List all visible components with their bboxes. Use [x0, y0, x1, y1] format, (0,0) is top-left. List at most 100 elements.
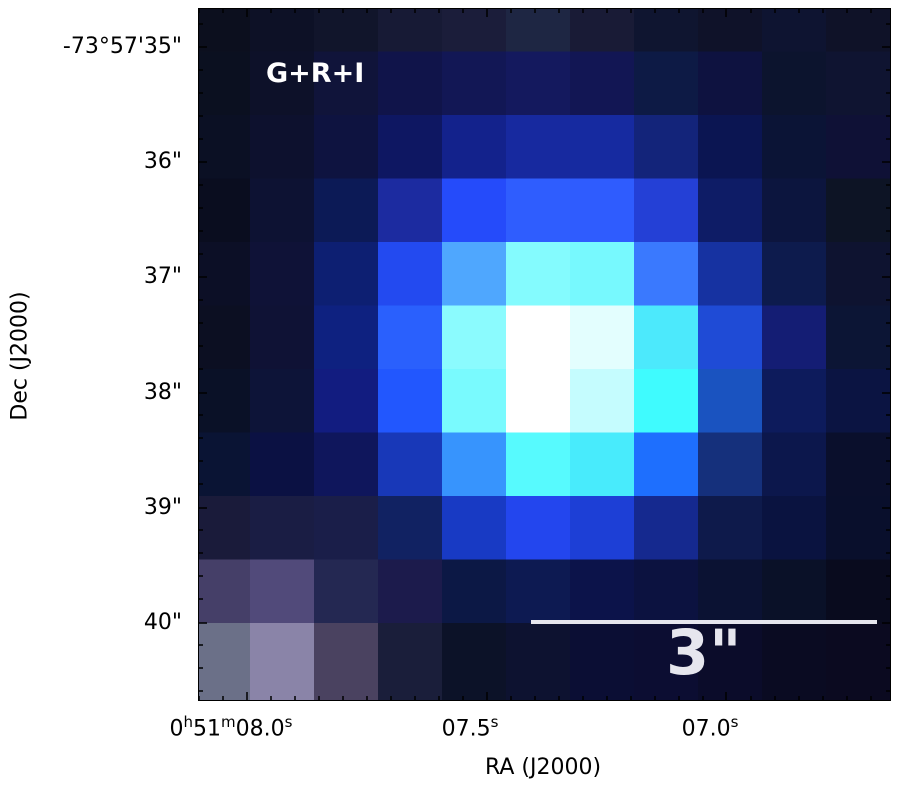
image-pixel [250, 8, 315, 52]
image-pixel [314, 559, 379, 624]
image-pixel [634, 115, 699, 179]
image-pixel [634, 559, 699, 624]
image-pixel [442, 496, 507, 560]
image-pixel [826, 178, 891, 243]
image-pixel [198, 115, 251, 179]
scale-bar [531, 620, 877, 624]
image-pixel [698, 51, 763, 116]
dec-tick-label: 38" [143, 380, 182, 405]
image-pixel [570, 305, 635, 370]
image-pixel [250, 115, 315, 179]
image-pixel [570, 559, 635, 624]
image-pixel [826, 8, 891, 52]
image-pixel [698, 369, 763, 433]
image-pixel [762, 559, 827, 624]
image-pixel [506, 8, 571, 52]
image-pixel [570, 51, 635, 116]
image-pixel [250, 559, 315, 624]
dec-tick-label: 40" [143, 610, 182, 635]
image-pixel [378, 369, 443, 433]
image-pixel [314, 369, 379, 433]
image-pixel [506, 51, 571, 116]
dec-tick-label: -73°57'35" [62, 34, 182, 59]
image-pixel [198, 8, 251, 52]
image-pixel [570, 432, 635, 497]
image-pixel [698, 496, 763, 560]
dec-tick-label: 39" [143, 495, 182, 520]
image-pixel [442, 242, 507, 306]
image-pixel [698, 8, 763, 52]
image-pixel [762, 496, 827, 560]
image-pixel [570, 623, 635, 701]
pixel-grid [198, 8, 891, 701]
image-pixel [378, 115, 443, 179]
image-pixel [506, 115, 571, 179]
image-pixel [826, 305, 891, 370]
image-pixel [570, 115, 635, 179]
image-pixel [506, 559, 571, 624]
image-pixel [314, 623, 379, 701]
image-pixel [634, 8, 699, 52]
image-pixel [250, 178, 315, 243]
image-pixel [250, 369, 315, 433]
image-pixel [314, 432, 379, 497]
image-pixel [698, 305, 763, 370]
image-pixel [570, 242, 635, 306]
image-pixel [198, 178, 251, 243]
dec-tick-label: 37" [143, 264, 182, 289]
image-pixel [762, 305, 827, 370]
image-pixel [314, 8, 379, 52]
dec-tick-label: 36" [143, 149, 182, 174]
image-pixel [250, 51, 315, 116]
image-pixel [378, 51, 443, 116]
image-pixel [250, 496, 315, 560]
image-pixel [378, 242, 443, 306]
image-pixel [442, 369, 507, 433]
image-pixel [442, 51, 507, 116]
image-pixel [826, 623, 891, 701]
image-pixel [250, 305, 315, 370]
image-pixel [314, 51, 379, 116]
image-pixel [442, 559, 507, 624]
image-pixel [442, 115, 507, 179]
image-pixel [314, 496, 379, 560]
image-pixel [198, 432, 251, 497]
image-pixel [506, 623, 571, 701]
image-pixel [698, 242, 763, 306]
image-pixel [506, 242, 571, 306]
image-panel: G+R+I 3" [198, 8, 891, 701]
panel-label: G+R+I [266, 58, 365, 89]
image-pixel [762, 369, 827, 433]
image-pixel [634, 178, 699, 243]
image-pixel [570, 178, 635, 243]
image-pixel [442, 178, 507, 243]
y-axis-label: Dec (J2000) [7, 291, 33, 421]
image-pixel [826, 496, 891, 560]
image-pixel [762, 178, 827, 243]
image-pixel [378, 559, 443, 624]
image-pixel [698, 178, 763, 243]
image-pixel [378, 623, 443, 701]
image-pixel [378, 432, 443, 497]
image-pixel [198, 305, 251, 370]
image-pixel [506, 178, 571, 243]
image-pixel [198, 51, 251, 116]
image-pixel [314, 178, 379, 243]
image-pixel [570, 369, 635, 433]
image-pixel [250, 242, 315, 306]
image-pixel [314, 305, 379, 370]
image-pixel [378, 305, 443, 370]
image-pixel [762, 115, 827, 179]
image-pixel [506, 369, 571, 433]
image-pixel [570, 8, 635, 52]
image-pixel [442, 305, 507, 370]
image-pixel [314, 242, 379, 306]
image-pixel [762, 242, 827, 306]
ra-tick-label: 07.5s [441, 713, 499, 742]
image-pixel [198, 496, 251, 560]
image-pixel [826, 559, 891, 624]
image-pixel [698, 623, 763, 701]
image-pixel [506, 432, 571, 497]
image-pixel [250, 623, 315, 701]
